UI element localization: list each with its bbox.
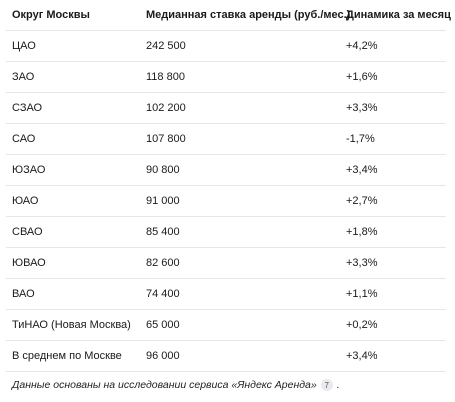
header-median-rent: Медианная ставка аренды (руб./мес.)	[140, 0, 350, 31]
cell-district: ЮВАО	[6, 247, 140, 279]
cell-rent: 118 800	[140, 61, 340, 93]
cell-rent: 91 000	[140, 185, 340, 217]
cell-change: +3,4%	[340, 154, 446, 186]
table-row: СВАО 85 400 +1,8%	[6, 216, 446, 248]
cell-rent: 90 800	[140, 154, 340, 186]
header-monthly-change: Динамика за месяц	[340, 0, 451, 31]
cell-change: +1,8%	[340, 216, 446, 248]
cell-rent: 74 400	[140, 278, 340, 310]
cell-district: В среднем по Москве	[6, 340, 140, 372]
cell-rent: 96 000	[140, 340, 340, 372]
cell-rent: 85 400	[140, 216, 340, 248]
header-district: Округ Москвы	[6, 0, 140, 31]
table-row: ВАО 74 400 +1,1%	[6, 278, 446, 310]
cell-district: ВАО	[6, 278, 140, 310]
cell-change: +1,1%	[340, 278, 446, 310]
rent-table: Округ Москвы Медианная ставка аренды (ру…	[6, 0, 451, 372]
cell-change: +3,3%	[340, 92, 446, 124]
table-row: ЗАО 118 800 +1,6%	[6, 61, 446, 93]
cell-district: ЦАО	[6, 30, 140, 62]
table-row: САО 107 800 -1,7%	[6, 123, 446, 155]
cell-rent: 82 600	[140, 247, 340, 279]
citation-badge[interactable]: 7	[320, 379, 333, 391]
table-row: ЮЗАО 90 800 +3,4%	[6, 154, 446, 186]
cell-rent: 107 800	[140, 123, 340, 155]
cell-change: +3,4%	[340, 340, 446, 372]
table-row: ТиНАО (Новая Москва) 65 000 +0,2%	[6, 309, 446, 341]
table-row: ЮАО 91 000 +2,7%	[6, 185, 446, 217]
cell-change: +2,7%	[340, 185, 446, 217]
cell-district: СЗАО	[6, 92, 140, 124]
cell-change: -1,7%	[340, 123, 446, 155]
table-row: ЮВАО 82 600 +3,3%	[6, 247, 446, 279]
cell-district: ТиНАО (Новая Москва)	[6, 309, 140, 341]
cell-district: ЮАО	[6, 185, 140, 217]
cell-rent: 102 200	[140, 92, 340, 124]
cell-change: +3,3%	[340, 247, 446, 279]
cell-change: +4,2%	[340, 30, 446, 62]
cell-district: САО	[6, 123, 140, 155]
footnote-text: Данные основаны на исследовании сервиса …	[12, 379, 317, 391]
table-header-row: Округ Москвы Медианная ставка аренды (ру…	[6, 0, 451, 31]
table-row: В среднем по Москве 96 000 +3,4%	[6, 340, 446, 372]
table-row: СЗАО 102 200 +3,3%	[6, 92, 446, 124]
cell-rent: 242 500	[140, 30, 340, 62]
footnote-period: .	[336, 379, 340, 391]
table-row: ЦАО 242 500 +4,2%	[6, 30, 446, 62]
cell-district: ЮЗАО	[6, 154, 140, 186]
rent-table-container: Округ Москвы Медианная ставка аренды (ру…	[6, 0, 451, 372]
footnote: Данные основаны на исследовании сервиса …	[12, 379, 340, 391]
cell-change: +1,6%	[340, 61, 446, 93]
cell-change: +0,2%	[340, 309, 446, 341]
cell-district: СВАО	[6, 216, 140, 248]
cell-rent: 65 000	[140, 309, 340, 341]
cell-district: ЗАО	[6, 61, 140, 93]
